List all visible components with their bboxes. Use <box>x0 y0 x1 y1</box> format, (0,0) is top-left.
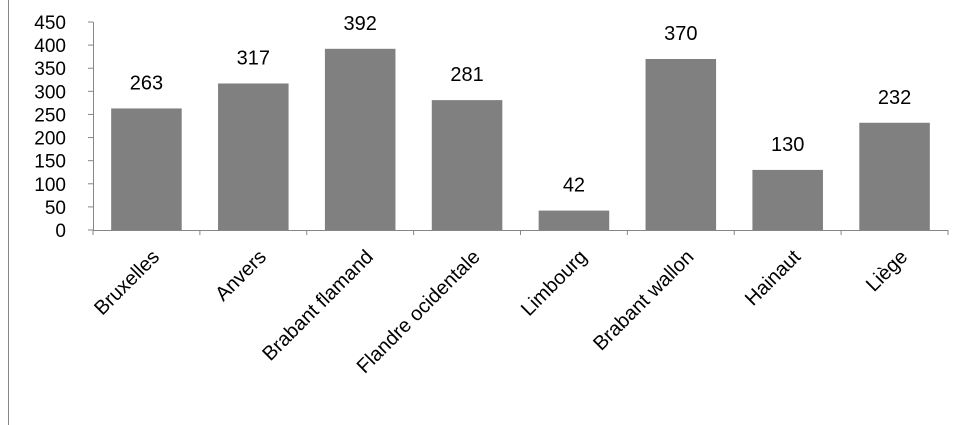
y-tick-label: 300 <box>34 82 66 103</box>
x-tick-label: Bruxelles <box>90 246 164 320</box>
x-tick-label: Hainaut <box>741 246 806 311</box>
data-label: 232 <box>878 87 911 109</box>
x-tick-label: Brabant flamand <box>258 246 377 365</box>
data-label: 370 <box>664 23 697 45</box>
y-tick-label: 450 <box>34 13 66 34</box>
y-tick-label: 250 <box>34 105 66 126</box>
bar <box>111 108 182 230</box>
data-label: 130 <box>771 134 804 156</box>
data-label: 42 <box>563 175 585 197</box>
y-tick-label: 400 <box>34 36 66 57</box>
bar <box>752 169 823 230</box>
x-tick-label: Limbourg <box>517 246 592 321</box>
y-tick-label: 150 <box>34 152 66 173</box>
y-tick-label: 0 <box>55 221 66 242</box>
data-label: 392 <box>344 13 377 35</box>
data-labels: 263 317 392 281 42 370 130 232 <box>130 13 912 197</box>
bar <box>645 58 717 230</box>
data-label: 263 <box>130 72 163 94</box>
y-tick-label: 200 <box>34 129 66 150</box>
bar <box>218 83 289 230</box>
y-tick-label: 350 <box>34 59 66 80</box>
x-tick-label: Anvers <box>211 246 271 306</box>
x-axis <box>92 230 949 235</box>
bar <box>431 100 503 230</box>
x-tick-label: Liège <box>862 246 912 296</box>
data-label: 317 <box>237 47 270 69</box>
y-tick-label: 50 <box>45 198 66 219</box>
x-tick-label: Brabant wallon <box>589 246 698 355</box>
bars <box>111 48 930 231</box>
data-label: 281 <box>450 64 483 86</box>
bar <box>859 122 930 230</box>
y-tick-label: 100 <box>34 175 66 196</box>
bar <box>538 210 610 230</box>
bar <box>324 48 396 231</box>
